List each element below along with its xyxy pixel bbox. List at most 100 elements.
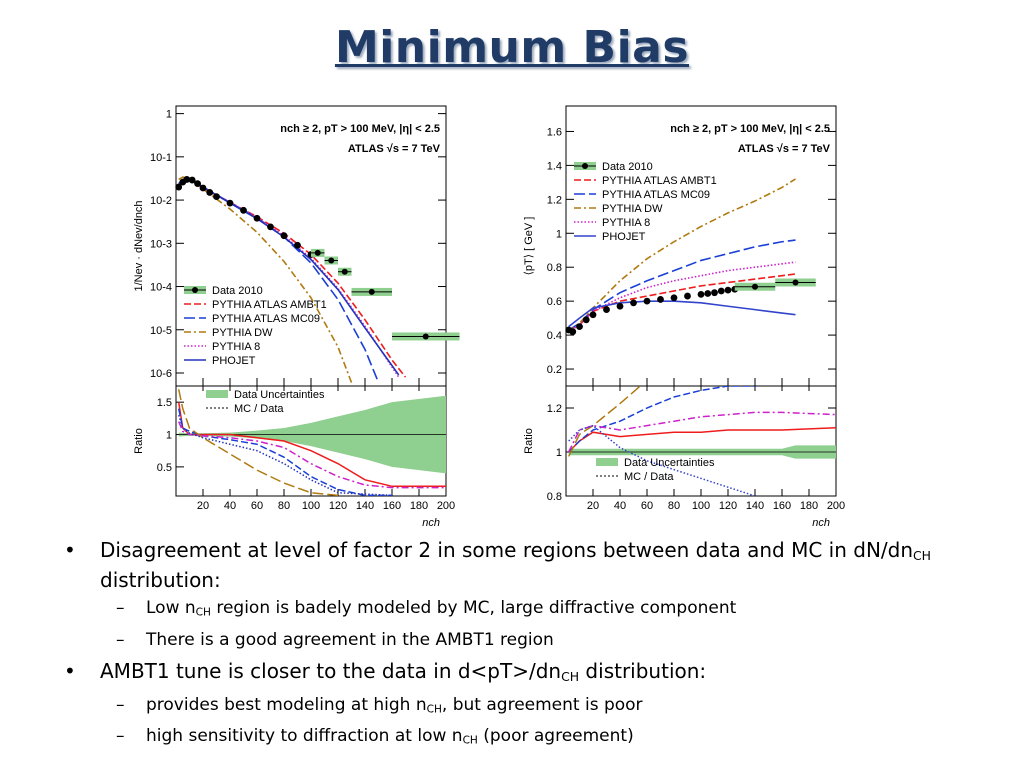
y-tick-label: 1 xyxy=(166,109,172,121)
legend-label: Data 2010 xyxy=(212,285,263,297)
legend-label: PHOJET xyxy=(602,231,646,243)
data-point xyxy=(630,299,637,307)
ratio-legend-label: MC / Data xyxy=(624,471,674,483)
ratio-line-ambt1 xyxy=(568,427,836,453)
annotation-experiment: ATLAS √s = 7 TeV xyxy=(738,143,831,155)
x-tick-label: 160 xyxy=(383,500,401,512)
y-tick-label: 0.8 xyxy=(547,262,562,274)
data-point xyxy=(175,183,183,191)
bullet-subscript: CH xyxy=(561,668,580,684)
data-point xyxy=(576,323,583,331)
bullet-list: • Disagreement at level of factor 2 in s… xyxy=(64,538,1004,758)
y-tick-label: 1.6 xyxy=(547,126,562,138)
data-point xyxy=(280,232,288,240)
legend-label: PHOJET xyxy=(212,355,256,367)
data-point xyxy=(253,214,261,222)
slide-title: Minimum Bias xyxy=(334,22,690,73)
sub-bullet-item: – Low nCH region is badely modeled by MC… xyxy=(64,598,1004,624)
data-point xyxy=(589,311,597,319)
y-tick-label: 10-3 xyxy=(150,238,172,250)
data-point xyxy=(603,306,610,314)
x-tick-label: 180 xyxy=(800,500,818,512)
x-tick-label: 140 xyxy=(746,500,764,512)
y-tick-label: 10-4 xyxy=(150,282,172,294)
x-axis-label: nch xyxy=(422,517,440,529)
y-tick-label: 10-5 xyxy=(150,325,172,337)
y-axis-label: 1/Nev · dNev/dnch xyxy=(133,200,145,291)
x-tick-label: 100 xyxy=(302,500,320,512)
dash-icon: – xyxy=(116,726,125,747)
bullet-item: • AMBT1 tune is closer to the data in d<… xyxy=(64,659,1004,689)
legend-label: PYTHIA ATLAS MC09 xyxy=(212,313,320,325)
sub-bullet-subscript: CH xyxy=(462,735,478,748)
bullet-dot-icon: • xyxy=(64,658,76,683)
x-tick-label: 20 xyxy=(197,500,209,512)
sub-bullet-text: provides best modeling at high n xyxy=(146,694,427,715)
ratio-y-tick-label: 1.5 xyxy=(157,397,172,409)
y-tick-label: 0.2 xyxy=(547,364,562,376)
ratio-line-mc09 xyxy=(568,386,755,453)
y-axis-label: ⟨pT⟩ [ GeV ] xyxy=(523,217,535,276)
y-tick-label: 1 xyxy=(556,228,562,240)
bullet-dot-icon: • xyxy=(64,538,76,562)
x-tick-label: 120 xyxy=(329,500,347,512)
data-point xyxy=(183,176,191,183)
sub-bullet-item: – high sensitivity to diffraction at low… xyxy=(64,726,1004,752)
sub-bullet-text: high sensitivity to diffraction at low n xyxy=(146,726,463,747)
x-tick-label: 180 xyxy=(410,500,428,512)
x-tick-label: 100 xyxy=(692,500,710,512)
legend-swatch-data-marker xyxy=(582,163,588,169)
y-tick-label: 10-2 xyxy=(150,195,172,207)
data-point xyxy=(240,206,247,214)
data-point xyxy=(792,279,799,286)
annotation-cuts: nch ≥ 2, pT > 100 MeV, |η| < 2.5 xyxy=(670,123,830,135)
sub-bullet-text-end: (poor agreement) xyxy=(477,726,634,747)
data-point xyxy=(188,176,196,184)
data-point xyxy=(294,241,301,249)
y-tick-label: 10-6 xyxy=(150,368,172,380)
x-tick-label: 60 xyxy=(251,500,263,512)
data-point xyxy=(657,296,664,303)
ratio-y-axis-label: Ratio xyxy=(133,428,145,454)
legend-label: Data 2010 xyxy=(602,161,653,173)
data-point xyxy=(582,316,590,324)
legend-label: PYTHIA ATLAS MC09 xyxy=(602,189,710,201)
bullet-item: • Disagreement at level of factor 2 in s… xyxy=(64,538,1004,592)
ratio-y-tick-label: 1 xyxy=(556,447,562,459)
series-line-pythia-dw xyxy=(178,176,353,383)
series-line-pythia-dw xyxy=(568,178,796,333)
data-point xyxy=(213,193,220,201)
data-point xyxy=(697,290,705,298)
annotation-experiment: ATLAS √s = 7 TeV xyxy=(348,143,441,155)
sub-bullet-item: – provides best modeling at high nCH, bu… xyxy=(64,695,1004,721)
ratio-legend-label: Data Uncertainties xyxy=(234,389,325,401)
ratio-y-tick-label: 1 xyxy=(166,430,172,442)
legend-label: PYTHIA DW xyxy=(212,327,273,339)
x-tick-label: 120 xyxy=(719,500,737,512)
legend-label: PYTHIA DW xyxy=(602,203,663,215)
data-point xyxy=(328,257,335,264)
bullet-text-end: distribution: xyxy=(100,568,221,593)
sub-bullet-item: – There is a good agreement in the AMBT1… xyxy=(64,630,1004,651)
y-tick-label: 0.4 xyxy=(547,330,562,342)
x-tick-label: 160 xyxy=(773,500,791,512)
data-point xyxy=(569,328,577,336)
ratio-plot-frame xyxy=(565,385,837,497)
x-tick-label: 200 xyxy=(437,500,455,512)
main-plot-frame xyxy=(565,105,837,387)
data-point xyxy=(670,294,678,302)
legend-swatch-data-marker xyxy=(192,287,198,293)
ratio-line-dw xyxy=(568,386,641,457)
data-point xyxy=(314,249,321,256)
dash-icon: – xyxy=(116,629,125,650)
sub-bullet-text-end: region is badely modeled by MC, large di… xyxy=(210,598,737,619)
annotation-cuts: nch ≥ 2, pT > 100 MeV, |η| < 2.5 xyxy=(280,123,440,135)
right-chart-mean-pt: 0.2 0.4 0.6 0.8 1 1.2 1.4 1.6 20 40 60 80 100 120 140 1… xyxy=(523,105,845,529)
data-point xyxy=(341,268,348,275)
dash-icon: – xyxy=(116,598,125,619)
ratio-legend-swatch-band xyxy=(206,390,228,398)
series-line-pythia-8 xyxy=(568,261,796,333)
ratio-y-tick-label: 0.8 xyxy=(547,491,562,503)
ratio-line-mc09 xyxy=(177,408,392,496)
